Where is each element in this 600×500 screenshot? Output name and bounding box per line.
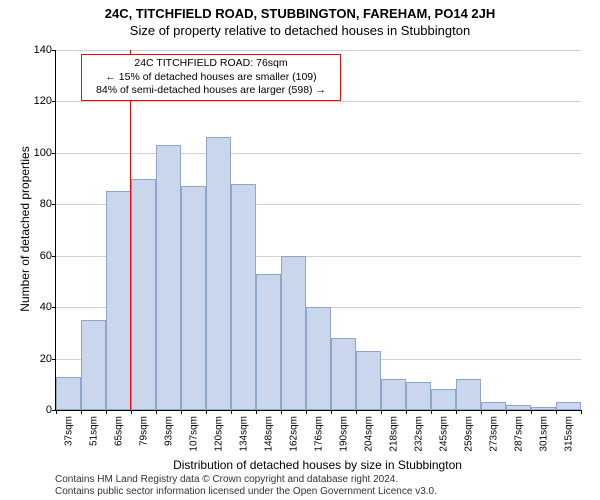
footer-line-1: Contains HM Land Registry data © Crown c…	[55, 474, 437, 486]
chart-title-sub: Size of property relative to detached ho…	[0, 23, 600, 38]
histogram-bar	[381, 379, 406, 410]
histogram-bar	[356, 351, 381, 410]
annotation-line: 24C TITCHFIELD ROAD: 76sqm	[88, 57, 334, 71]
histogram-bar	[481, 402, 506, 410]
y-tick-label: 60	[40, 250, 52, 262]
x-tick-label: 287sqm	[513, 416, 524, 452]
footer-attribution: Contains HM Land Registry data © Crown c…	[55, 474, 437, 498]
histogram-bar	[56, 377, 81, 410]
histogram-bar	[181, 186, 206, 410]
x-tick-label: 190sqm	[338, 416, 349, 452]
annotation-box: 24C TITCHFIELD ROAD: 76sqm← 15% of detac…	[81, 54, 341, 101]
annotation-line: 84% of semi-detached houses are larger (…	[88, 84, 334, 98]
histogram-bar	[331, 338, 356, 410]
annotation-line: ← 15% of detached houses are smaller (10…	[88, 71, 334, 85]
histogram-bar	[131, 179, 156, 410]
histogram-bar	[81, 320, 106, 410]
x-tick-label: 218sqm	[388, 416, 399, 452]
chart-title-main: 24C, TITCHFIELD ROAD, STUBBINGTON, FAREH…	[0, 0, 600, 21]
x-tick-label: 273sqm	[488, 416, 499, 452]
histogram-bar	[431, 389, 456, 410]
x-tick-label: 162sqm	[288, 416, 299, 452]
histogram-bar	[106, 191, 131, 410]
x-tick-label: 93sqm	[163, 416, 174, 446]
x-tick-label: 176sqm	[313, 416, 324, 452]
x-tick-label: 204sqm	[363, 416, 374, 452]
x-tick-label: 79sqm	[138, 416, 149, 446]
x-tick-label: 232sqm	[413, 416, 424, 452]
x-tick-label: 259sqm	[463, 416, 474, 452]
x-tick-label: 315sqm	[563, 416, 574, 452]
y-tick-label: 20	[40, 353, 52, 365]
gridline	[56, 50, 581, 51]
gridline	[56, 101, 581, 102]
histogram-bar	[506, 405, 531, 410]
histogram-bar	[306, 307, 331, 410]
x-tick-label: 65sqm	[113, 416, 124, 446]
x-axis-label: Distribution of detached houses by size …	[55, 458, 580, 472]
x-tick-label: 134sqm	[238, 416, 249, 452]
x-tick-label: 148sqm	[263, 416, 274, 452]
y-tick-label: 80	[40, 198, 52, 210]
y-tick-label: 0	[46, 404, 52, 416]
marker-line	[130, 50, 131, 410]
x-tick-label: 120sqm	[213, 416, 224, 452]
y-tick-label: 40	[40, 301, 52, 313]
chart-container: 24C, TITCHFIELD ROAD, STUBBINGTON, FAREH…	[0, 0, 600, 500]
y-tick-label: 140	[34, 44, 52, 56]
histogram-bar	[231, 184, 256, 410]
histogram-bar	[456, 379, 481, 410]
histogram-bar	[156, 145, 181, 410]
y-axis-label: Number of detached properties	[18, 129, 32, 329]
x-tick-label: 301sqm	[538, 416, 549, 452]
x-tick-label: 51sqm	[88, 416, 99, 446]
x-tick-label: 245sqm	[438, 416, 449, 452]
footer-line-2: Contains public sector information licen…	[55, 486, 437, 498]
histogram-bar	[256, 274, 281, 410]
x-tick-label: 107sqm	[188, 416, 199, 452]
plot-area: 02040608010012014037sqm51sqm65sqm79sqm93…	[55, 50, 581, 411]
histogram-bar	[206, 137, 231, 410]
y-tick-label: 120	[34, 95, 52, 107]
y-tick-label: 100	[34, 147, 52, 159]
x-tick-label: 37sqm	[63, 416, 74, 446]
histogram-bar	[406, 382, 431, 410]
histogram-bar	[531, 407, 556, 410]
histogram-bar	[556, 402, 581, 410]
gridline	[56, 153, 581, 154]
histogram-bar	[281, 256, 306, 410]
